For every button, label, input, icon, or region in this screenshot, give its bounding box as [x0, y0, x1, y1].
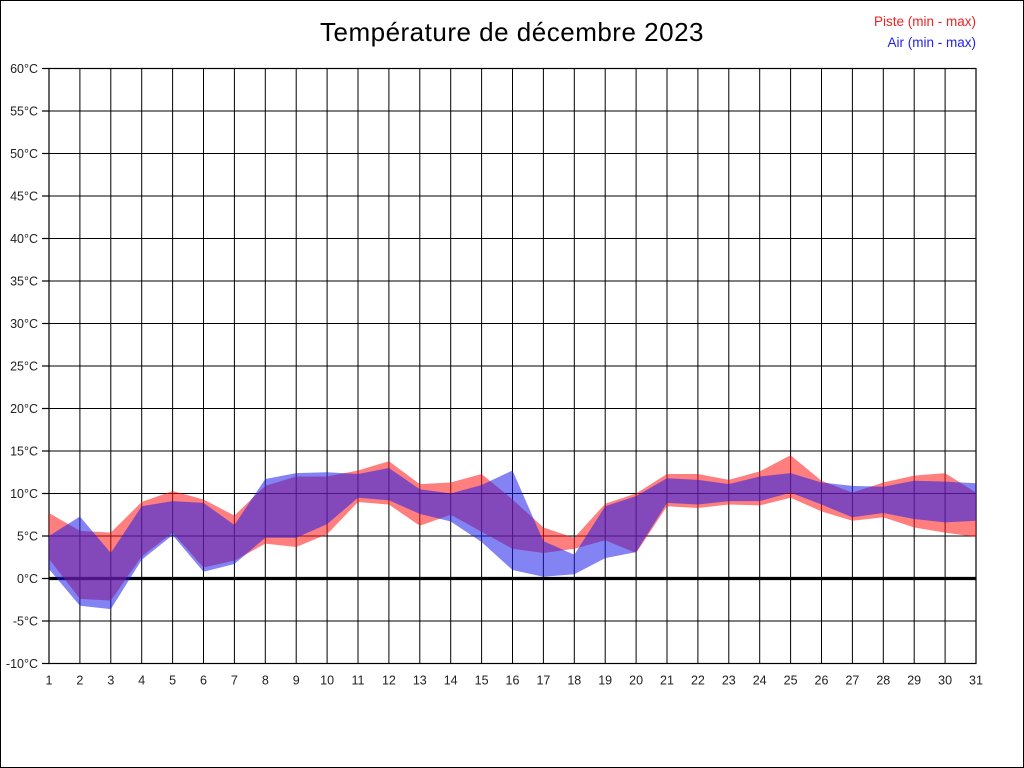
y-tick-label: 45°C — [10, 190, 38, 204]
x-tick-label: 3 — [107, 674, 114, 688]
y-tick-label: 60°C — [10, 62, 38, 76]
y-tick-label: 15°C — [10, 445, 38, 459]
y-tick-label: 40°C — [10, 232, 38, 246]
legend-item-piste: Piste (min - max) — [873, 14, 976, 29]
x-tick-label: 5 — [169, 674, 176, 688]
x-tick-label: 4 — [138, 674, 145, 688]
x-tick-label: 8 — [262, 674, 269, 688]
x-tick-label: 6 — [200, 674, 207, 688]
y-tick-label: -10°C — [6, 657, 38, 671]
x-tick-label: 13 — [413, 674, 427, 688]
x-tick-label: 20 — [629, 674, 643, 688]
y-tick-label: 35°C — [10, 275, 38, 289]
x-tick-label: 29 — [907, 674, 921, 688]
x-tick-label: 26 — [815, 674, 829, 688]
x-tick-label: 10 — [320, 674, 334, 688]
y-tick-label: -5°C — [13, 615, 38, 629]
x-tick-label: 7 — [231, 674, 238, 688]
x-tick-label: 14 — [444, 674, 458, 688]
y-tick-label: 0°C — [17, 572, 38, 586]
x-tick-label: 31 — [969, 674, 983, 688]
x-tick-label: 30 — [938, 674, 952, 688]
x-tick-label: 12 — [382, 674, 396, 688]
x-tick-label: 1 — [46, 674, 53, 688]
x-tick-label: 19 — [598, 674, 612, 688]
x-tick-label: 9 — [293, 674, 300, 688]
y-tick-label: 10°C — [10, 487, 38, 501]
x-tick-label: 21 — [660, 674, 674, 688]
x-tick-label: 18 — [567, 674, 581, 688]
legend-item-air: Air (min - max) — [887, 35, 977, 50]
y-tick-label: 55°C — [10, 105, 38, 119]
x-tick-label: 15 — [475, 674, 489, 688]
x-tick-label: 22 — [691, 674, 705, 688]
x-tick-label: 27 — [845, 674, 859, 688]
air-minmax-band — [49, 468, 976, 610]
y-tick-label: 20°C — [10, 402, 38, 416]
x-tick-label: 24 — [753, 674, 767, 688]
y-tick-label: 30°C — [10, 317, 38, 331]
x-tick-label: 25 — [784, 674, 798, 688]
x-tick-label: 17 — [536, 674, 550, 688]
y-tick-label: 25°C — [10, 360, 38, 374]
x-tick-label: 16 — [506, 674, 520, 688]
x-tick-label: 11 — [352, 674, 365, 688]
x-tick-label: 23 — [722, 674, 736, 688]
y-tick-label: 5°C — [17, 530, 38, 544]
chart-title: Température de décembre 2023 — [319, 17, 704, 47]
y-tick-label: 50°C — [10, 147, 38, 161]
x-tick-label: 28 — [876, 674, 890, 688]
legend: Piste (min - max) Air (min - max) — [874, 11, 976, 53]
x-tick-label: 2 — [76, 674, 83, 688]
